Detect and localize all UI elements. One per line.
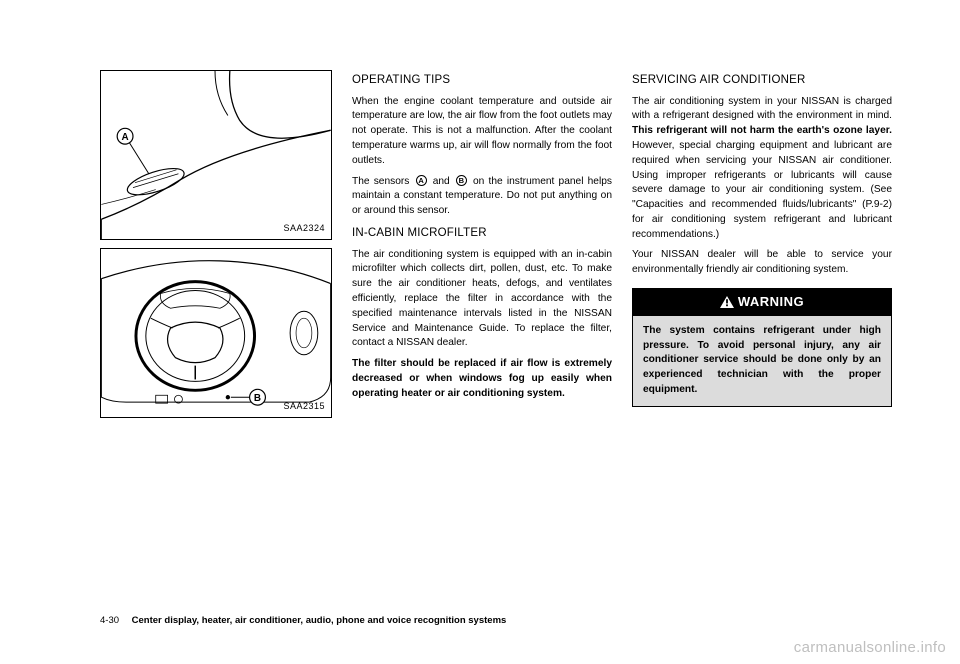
text-fragment: The air conditioning system in your NISS…: [632, 96, 892, 122]
warning-body: The system contains refrigerant under hi…: [633, 316, 891, 406]
para-microfilter-2: The filter should be replaced if air flo…: [352, 357, 612, 401]
figure-bottom: B SAA2315: [100, 248, 332, 418]
steering-wheel-illustration: B: [101, 249, 331, 417]
warning-triangle-icon: [720, 296, 734, 308]
middle-column: OPERATING TIPS When the engine coolant t…: [352, 70, 612, 426]
dashboard-vent-illustration: A: [101, 71, 331, 239]
text-fragment: The sensors: [352, 176, 414, 187]
warning-box: WARNING The system contains refrigerant …: [632, 288, 892, 407]
text-fragment: and: [429, 176, 454, 187]
figure-top: A SAA2324: [100, 70, 332, 240]
text-fragment: However, special charging equipment and …: [632, 140, 892, 240]
para-operating-tips-1: When the engine coolant temperature and …: [352, 95, 612, 169]
bold-ozone: This refrigerant will not harm the earth…: [632, 125, 892, 136]
svg-text:A: A: [122, 132, 129, 143]
figure-top-label: SAA2324: [283, 222, 325, 235]
bold-filter-replace: The filter should be replaced if air flo…: [352, 358, 612, 399]
heading-microfilter: IN-CABIN MICROFILTER: [352, 225, 612, 242]
page-number: 4-30: [100, 615, 119, 626]
figures-column: A SAA2324: [100, 70, 332, 426]
manual-page: A SAA2324: [0, 0, 960, 664]
marker-a-inline: A: [416, 175, 427, 186]
page-footer: 4-30 Center display, heater, air conditi…: [100, 615, 506, 626]
svg-text:B: B: [254, 393, 261, 404]
heading-servicing-ac: SERVICING AIR CONDITIONER: [632, 72, 892, 89]
figure-bottom-label: SAA2315: [283, 400, 325, 413]
para-servicing-2: Your NISSAN dealer will be able to servi…: [632, 248, 892, 278]
watermark: carmanualsonline.info: [794, 639, 946, 656]
warning-header: WARNING: [633, 289, 891, 316]
para-servicing-1: The air conditioning system in your NISS…: [632, 95, 892, 243]
para-microfilter-1: The air conditioning system is equipped …: [352, 248, 612, 351]
para-operating-tips-2: The sensors A and B on the instrument pa…: [352, 175, 612, 219]
heading-operating-tips: OPERATING TIPS: [352, 72, 612, 89]
marker-b-inline: B: [456, 175, 467, 186]
chapter-title: Center display, heater, air conditioner,…: [132, 615, 507, 626]
column-layout: A SAA2324: [100, 70, 892, 426]
right-column: SERVICING AIR CONDITIONER The air condit…: [632, 70, 892, 426]
warning-title: WARNING: [738, 294, 804, 309]
